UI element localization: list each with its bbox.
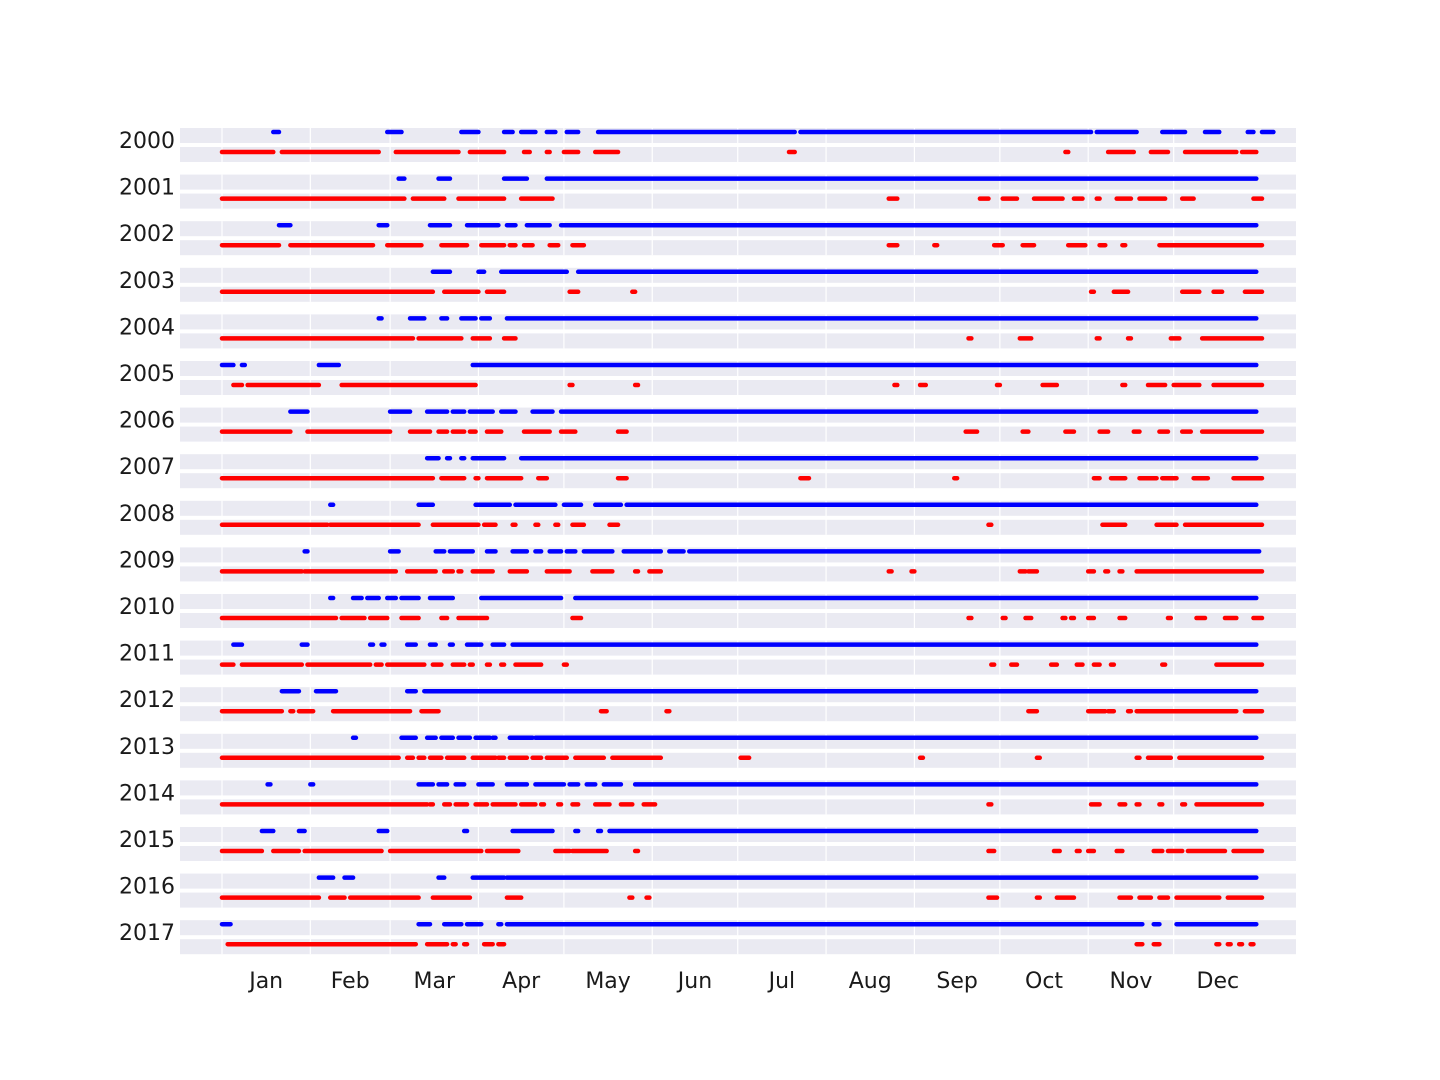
month-label: Sep (936, 969, 977, 994)
year-label: 2015 (119, 828, 175, 853)
month-label: Oct (1025, 969, 1063, 994)
year-label: 2005 (119, 362, 175, 387)
year-label: 2014 (119, 781, 175, 806)
month-label: Apr (502, 969, 541, 994)
year-label: 2003 (119, 269, 175, 294)
month-label: Aug (849, 969, 892, 994)
year-label: 2013 (119, 735, 175, 760)
year-label: 2008 (119, 502, 175, 527)
year-label: 2001 (119, 176, 175, 201)
month-label: Dec (1197, 969, 1240, 994)
month-label: Jul (767, 969, 796, 994)
month-label: Mar (414, 969, 456, 994)
year-label: 2004 (119, 315, 175, 340)
year-label: 2007 (119, 455, 175, 480)
year-label: 2010 (119, 595, 175, 620)
year-label: 2016 (119, 875, 175, 900)
month-label: Feb (331, 969, 370, 994)
year-label: 2000 (119, 129, 175, 154)
month-label: Jan (247, 969, 283, 994)
year-label: 2017 (119, 921, 175, 946)
month-label: May (585, 969, 630, 994)
month-label: Nov (1109, 969, 1152, 994)
year-label: 2011 (119, 642, 175, 667)
year-label: 2009 (119, 548, 175, 573)
year-label: 2002 (119, 222, 175, 247)
year-label: 2012 (119, 688, 175, 713)
year-label: 2006 (119, 409, 175, 434)
month-label: Jun (676, 969, 712, 994)
